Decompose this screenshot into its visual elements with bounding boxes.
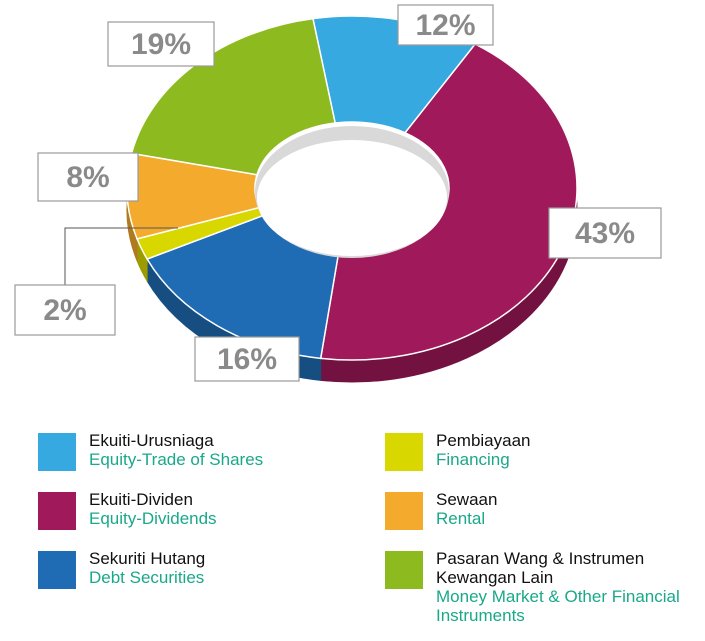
label-box: [548, 207, 662, 259]
data-label: 2%: [43, 294, 86, 327]
label-box: [194, 336, 300, 382]
legend-label-en: Financing: [436, 450, 510, 469]
data-label: 43%: [575, 217, 635, 250]
legend-label-en: Debt Securities: [89, 568, 205, 587]
label-box: [107, 21, 215, 67]
legend-label: Ekuiti-Dividen: [89, 490, 193, 509]
legend-swatch: [385, 433, 423, 471]
legend-label: Pasaran Wang & Instrumen Kewangan Lain: [436, 549, 645, 587]
legend-swatch: [385, 551, 423, 589]
data-label: 19%: [131, 28, 191, 61]
legend-text: Pembiayaan Financing: [436, 431, 705, 469]
label-box: [37, 152, 139, 202]
slice: [130, 17, 337, 176]
data-label: 8%: [66, 161, 109, 194]
legend-label: Pembiayaan: [436, 431, 531, 450]
data-label: 12%: [415, 9, 475, 42]
legend-label: Sekuriti Hutang: [89, 549, 206, 568]
legend-text: Pasaran Wang & Instrumen Kewangan Lain Mo…: [436, 549, 705, 625]
legend-text: Sewaan Rental: [436, 490, 705, 528]
legend-label-en: Equity-Dividends: [89, 509, 217, 528]
legend-text: Ekuiti-Urusniaga Equity-Trade of Shares: [89, 431, 359, 469]
legend-label: Sewaan: [436, 490, 498, 509]
donut-hole: [257, 140, 447, 256]
legend-label-en: Money Market & Other Financial Instrumen…: [436, 587, 680, 625]
legend-label: Ekuiti-Urusniaga: [89, 431, 214, 450]
legend-swatch: [38, 492, 76, 530]
legend-swatch: [38, 433, 76, 471]
legend-text: Ekuiti-Dividen Equity-Dividends: [89, 490, 359, 528]
legend-swatch: [38, 551, 76, 589]
label-box: [14, 284, 116, 336]
legend-label-en: Rental: [436, 509, 486, 528]
label-box: [397, 4, 494, 46]
legend-label-en: Equity-Trade of Shares: [89, 450, 264, 469]
data-label: 16%: [217, 343, 277, 376]
legend-text: Sekuriti Hutang Debt Securities: [89, 549, 359, 587]
donut-chart: 12% 43% 16% 2% 8% 19%: [14, 4, 662, 383]
leader-line: [64, 227, 178, 285]
legend-swatch: [385, 492, 423, 530]
